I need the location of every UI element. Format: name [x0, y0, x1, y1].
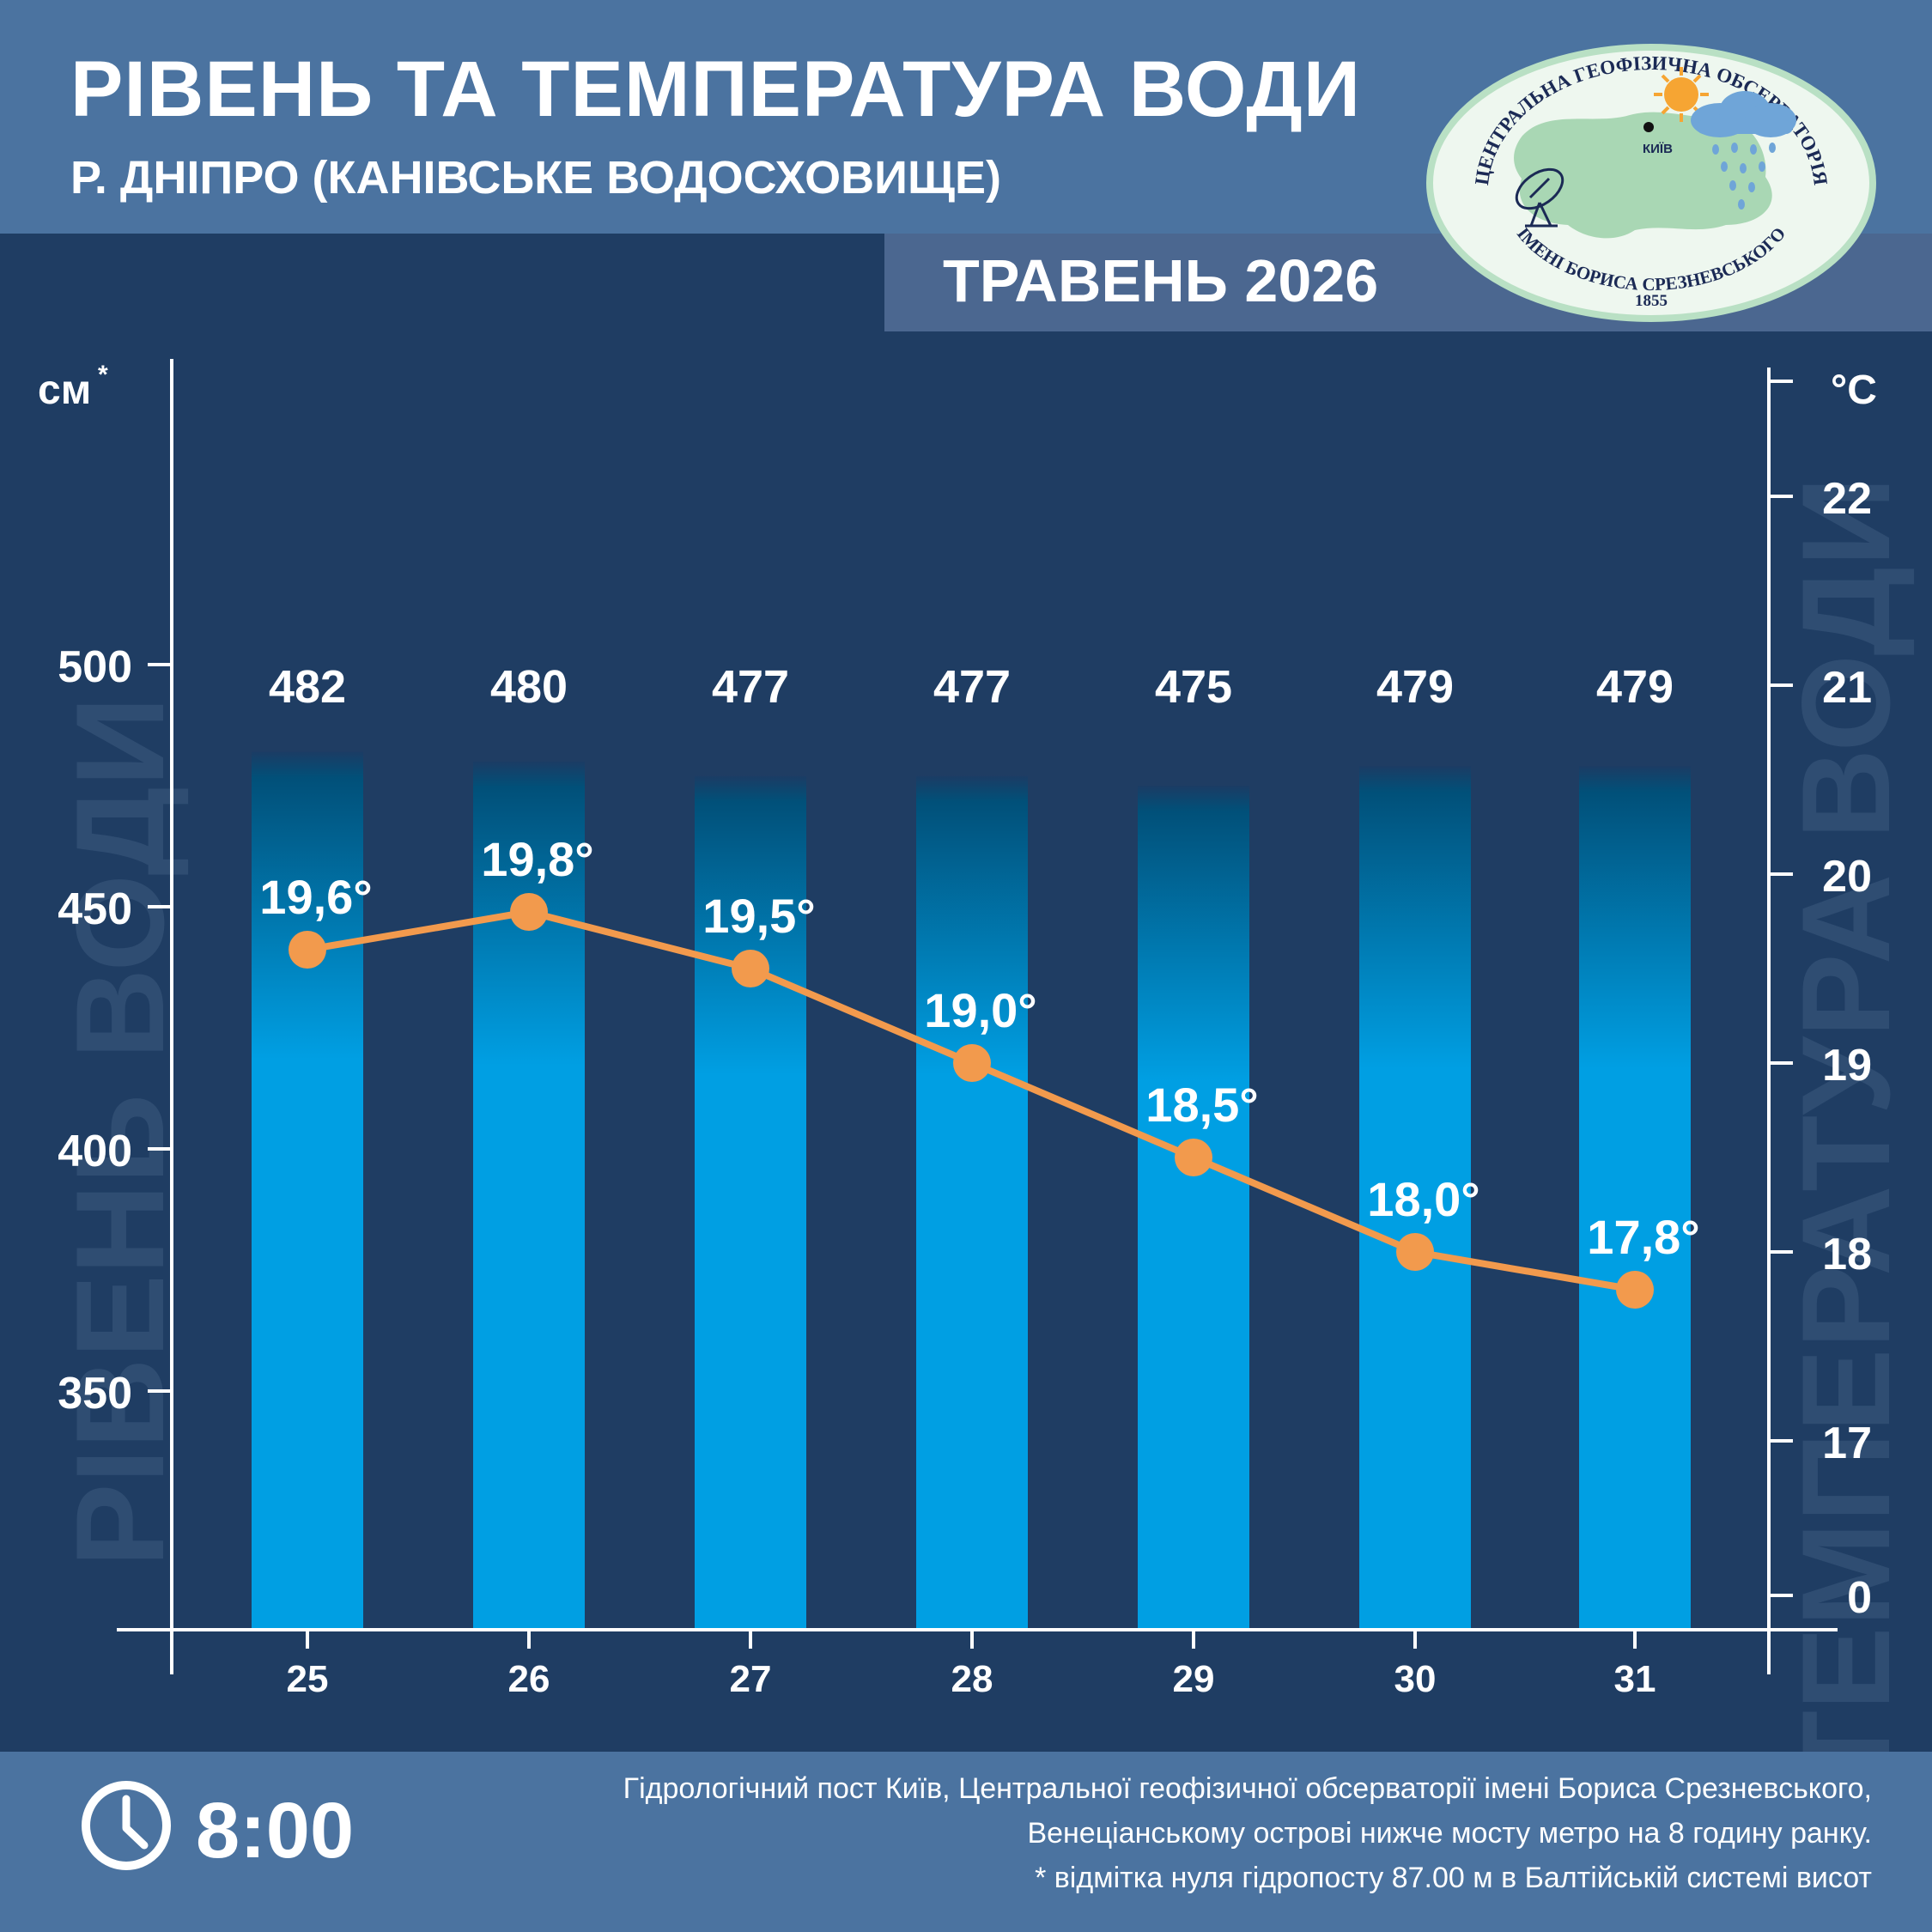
temperature-label-25: 19,6°: [259, 870, 372, 924]
bar-30: [1359, 766, 1471, 1630]
x-tick-label-29: 29: [1173, 1658, 1215, 1700]
bar-27: [695, 775, 806, 1630]
temperature-point-27: [732, 950, 769, 987]
right-tick-label-0: 0: [1847, 1573, 1872, 1623]
bar-25: [252, 751, 363, 1630]
x-tick-label-26: 26: [508, 1658, 550, 1700]
clock-icon: [82, 1781, 171, 1870]
temperature-label-26: 19,8°: [481, 832, 593, 886]
right-tick-label-21: 21: [1822, 663, 1872, 713]
right-axis-unit: °С: [1831, 368, 1877, 413]
footer-band: [0, 1752, 1932, 1932]
footer-note-1: Гідрологічний пост Київ, Центральної гео…: [623, 1772, 1872, 1805]
observatory-logo: ЦЕНТРАЛЬНА ГЕОФІЗИЧНА ОБСЕРВАТОРІЯ ІМЕНІ…: [1426, 44, 1876, 322]
bar-28: [916, 775, 1028, 1630]
left-tick-label-350: 350: [58, 1369, 132, 1419]
temperature-label-30: 18,0°: [1367, 1172, 1479, 1226]
left-tick-label-500: 500: [58, 642, 132, 692]
left-tick-label-400: 400: [58, 1127, 132, 1176]
month-label: ТРАВЕНЬ 2026: [943, 247, 1379, 314]
left-axis-unit: см: [38, 368, 91, 413]
page-subtitle: Р. ДНІПРО (КАНІВСЬКЕ ВОДОСХОВИЩЕ): [70, 152, 1002, 204]
observation-time: 8:00: [196, 1787, 355, 1874]
logo-city: КИЇВ: [1643, 142, 1673, 156]
axes: [117, 359, 1838, 1674]
bar-value-label-25: 482: [269, 661, 346, 713]
x-tick-label-28: 28: [951, 1658, 993, 1700]
right-tick-label-19: 19: [1822, 1041, 1872, 1091]
temperature-point-30: [1396, 1233, 1434, 1271]
temperature-label-28: 19,0°: [924, 983, 1036, 1037]
temperature-point-26: [510, 893, 548, 931]
bar-value-labels: 482 480 477 477 475 479 479: [269, 661, 1674, 713]
footer-note-2: Венеціанському острові нижче мосту метро…: [1027, 1817, 1872, 1850]
bar-value-label-28: 477: [933, 661, 1011, 713]
temperature-label-27: 19,5°: [702, 889, 815, 943]
radar-dish-icon: [1515, 167, 1564, 228]
right-tick-label-22: 22: [1822, 474, 1872, 524]
temperature-point-29: [1175, 1139, 1212, 1176]
bar-31: [1579, 766, 1691, 1630]
x-tick-label-27: 27: [730, 1658, 772, 1700]
left-tick-label-450: 450: [58, 884, 132, 934]
bar-26: [473, 761, 585, 1630]
temperature-label-31: 17,8°: [1587, 1210, 1699, 1264]
bar-value-label-31: 479: [1596, 661, 1674, 713]
bar-value-label-30: 479: [1376, 661, 1454, 713]
chart: РІВЕНЬ ВОДИ ТЕМПЕРАТУРА ВОДИ 500 450 400 35…: [38, 359, 1916, 1752]
temperature-value-labels: 19,6° 19,8° 19,5° 19,0° 18,5° 18,0° 17,8°: [259, 832, 1699, 1264]
right-axis-watermark: ТЕМПЕРАТУРА ВОДИ: [1776, 477, 1916, 1752]
left-axis-watermark: РІВЕНЬ ВОДИ: [50, 696, 190, 1567]
left-axis-unit-mark: *: [98, 361, 108, 389]
bar-value-label-26: 480: [490, 661, 568, 713]
x-tick-label-30: 30: [1394, 1658, 1437, 1700]
bar-value-label-29: 475: [1155, 661, 1232, 713]
page-title: РІВЕНЬ ТА ТЕМПЕРАТУРА ВОДИ: [70, 46, 1361, 133]
temperature-line-series: [289, 893, 1654, 1309]
footer-note-3: * відмітка нуля гідропосту 87.00 м в Бал…: [1035, 1862, 1872, 1894]
bar-series: [252, 751, 1691, 1630]
bar-29: [1138, 786, 1249, 1630]
temperature-point-25: [289, 931, 326, 969]
x-tick-label-31: 31: [1614, 1658, 1656, 1700]
ukraine-map-shape: [1514, 112, 1772, 239]
temperature-label-29: 18,5°: [1145, 1078, 1258, 1132]
temperature-point-31: [1616, 1271, 1654, 1309]
rain-icon: [1712, 143, 1776, 210]
cloud-icon: [1691, 91, 1796, 137]
logo-year: 1855: [1635, 292, 1668, 310]
bar-value-label-27: 477: [712, 661, 789, 713]
right-tick-label-17: 17: [1822, 1419, 1872, 1468]
right-tick-label-18: 18: [1822, 1230, 1872, 1279]
x-tick-labels: 25 26 27 28 29 30 31: [287, 1630, 1656, 1700]
axis-ticks: 500 450 400 350 22 21 20 19 18 17 0: [58, 380, 1872, 1623]
kyiv-dot: [1643, 122, 1654, 132]
temperature-point-28: [953, 1044, 991, 1082]
right-tick-label-20: 20: [1822, 852, 1872, 902]
x-tick-label-25: 25: [287, 1658, 329, 1700]
